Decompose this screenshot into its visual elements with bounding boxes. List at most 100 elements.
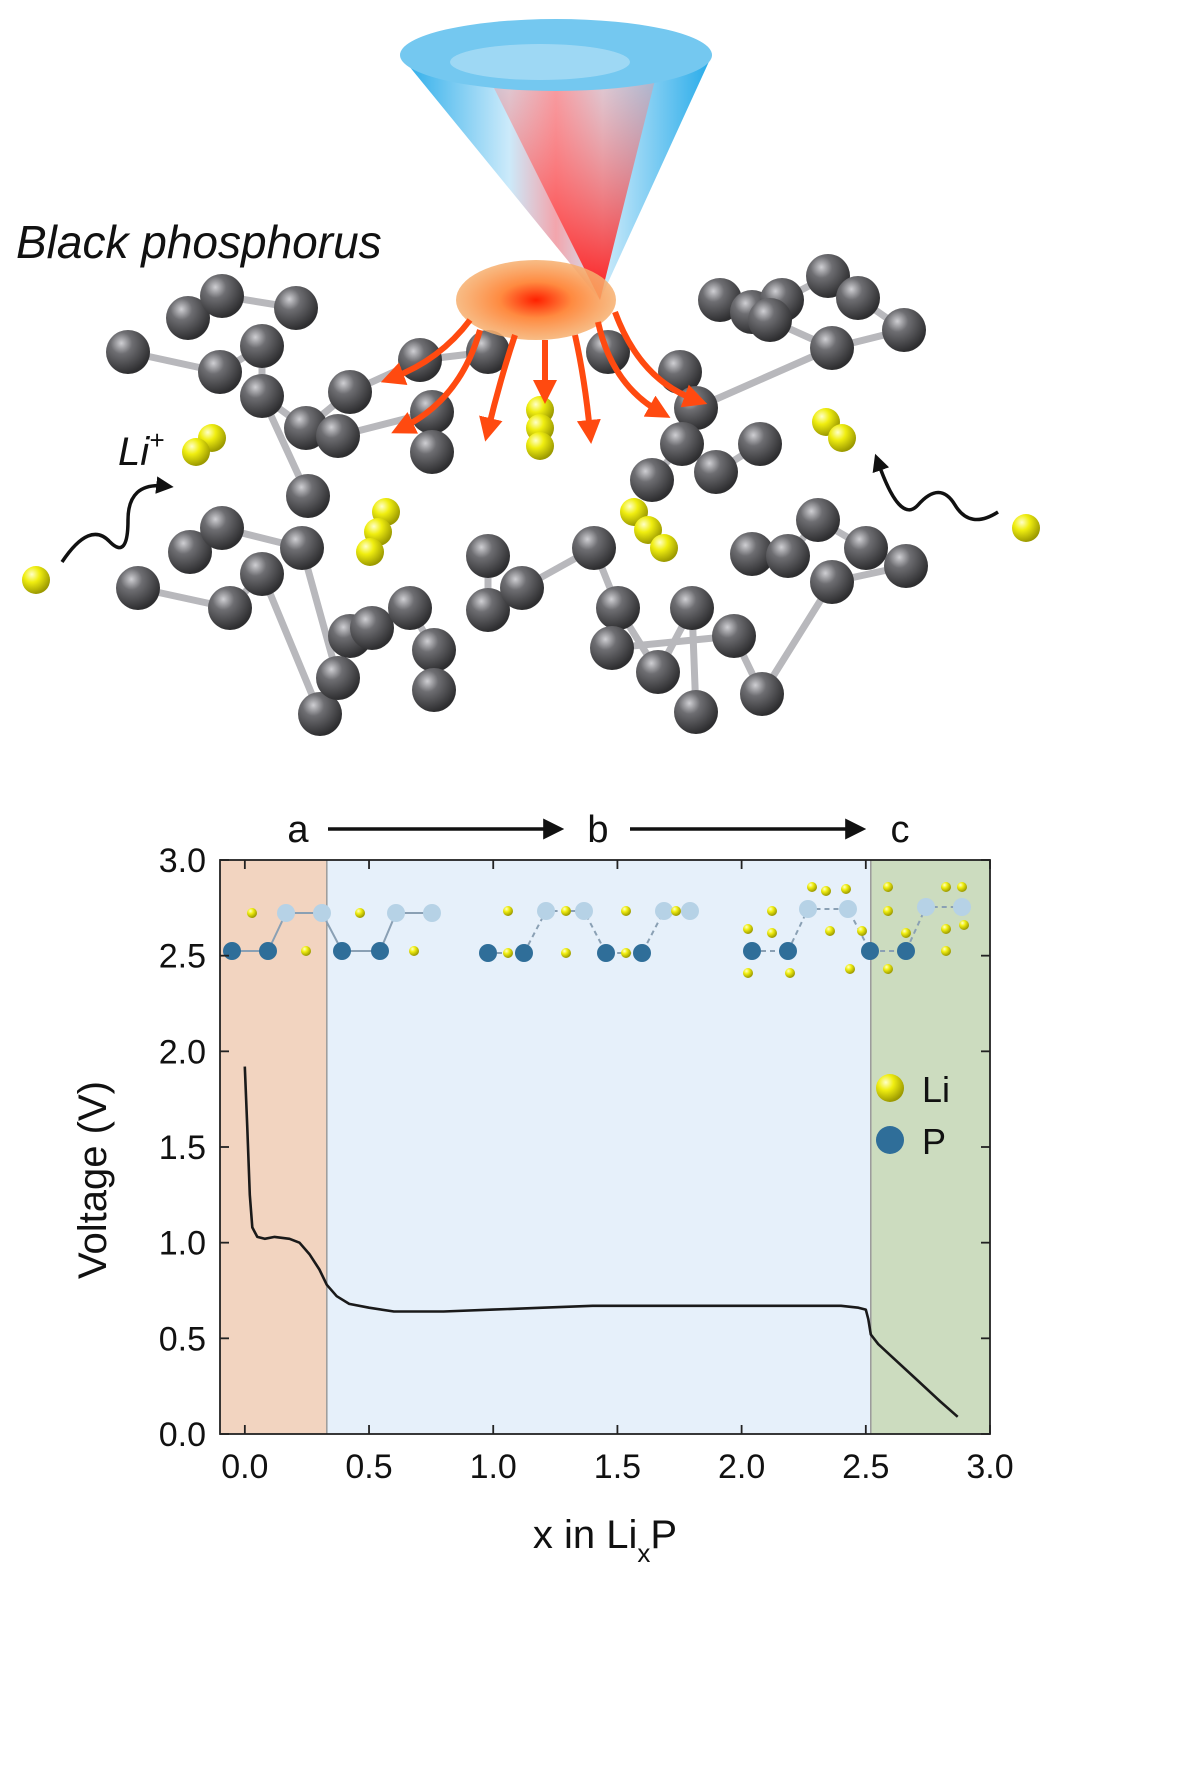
phosphorus-atom	[168, 530, 212, 574]
phosphorus-atom	[694, 450, 738, 494]
lithium-atom	[650, 534, 678, 562]
phosphorus-atom	[596, 586, 640, 630]
phosphorus-atom	[274, 286, 318, 330]
phosphorus-atom	[208, 586, 252, 630]
lithium-atom	[634, 516, 662, 544]
structure-atom	[883, 964, 893, 974]
phosphorus-atom	[316, 414, 360, 458]
pp-bond	[692, 344, 836, 412]
phosphorus-atom	[298, 692, 342, 736]
structure-atom	[959, 920, 969, 930]
pp-bond	[258, 570, 324, 718]
phosphorus-atoms	[106, 254, 928, 736]
legend-p-marker	[876, 1126, 904, 1154]
structure-atom	[561, 948, 571, 958]
phosphorus-atom	[712, 614, 756, 658]
li-diffusion-path-right	[872, 453, 999, 522]
structure-atom	[277, 904, 295, 922]
lithium-atom	[526, 432, 554, 460]
structure-atom	[941, 946, 951, 956]
structure-atom	[503, 948, 513, 958]
phosphorus-atom	[796, 498, 840, 542]
y-tick-label: 2.5	[159, 938, 206, 976]
structure-bond	[488, 910, 690, 954]
structure-atom	[503, 906, 513, 916]
structure-atom	[779, 942, 797, 960]
phosphorus-atom	[844, 526, 888, 570]
phosphorus-atom	[738, 422, 782, 466]
structure-atom	[743, 968, 753, 978]
chart-series	[243, 1066, 959, 1418]
pp-bond	[758, 578, 836, 698]
structure-atom	[537, 902, 555, 920]
structure-atom	[917, 898, 935, 916]
y-axis-title: Voltage (V)	[71, 1081, 115, 1279]
phosphorus-atom	[198, 350, 242, 394]
phosphorus-atom	[166, 296, 210, 340]
phosphorus-atom	[630, 458, 674, 502]
structure-atom	[941, 924, 951, 934]
phosphorus-atom	[660, 422, 704, 466]
structure-bond	[752, 906, 962, 952]
phosphorus-atom	[572, 526, 616, 570]
phosphorus-atom	[240, 374, 284, 418]
structure-atom	[743, 924, 753, 934]
phosphorus-atom	[240, 324, 284, 368]
structure-atom	[575, 902, 593, 920]
phosphorus-atom	[106, 330, 150, 374]
structure-atom	[799, 900, 817, 918]
phosphorus-atom	[740, 672, 784, 716]
structure-atom	[953, 898, 971, 916]
structure-atom	[633, 944, 651, 962]
heat-spot	[456, 260, 616, 340]
phosphorus-atom	[836, 276, 880, 320]
chart-region	[220, 860, 327, 1434]
structure-atom	[223, 942, 241, 960]
phosphorus-atom	[766, 534, 810, 578]
chart-regions	[220, 860, 990, 1434]
structure-atom	[313, 904, 331, 922]
structure-atom	[561, 906, 571, 916]
structure-atom	[621, 906, 631, 916]
voltage-series-line	[243, 1066, 959, 1418]
structure-atom	[839, 900, 857, 918]
structure-atom	[857, 926, 867, 936]
phosphorus-atom	[500, 566, 544, 610]
phosphorus-atom	[328, 370, 372, 414]
structure-atom	[883, 906, 893, 916]
x-tick-label: 1.0	[470, 1448, 517, 1486]
structure-atom	[861, 942, 879, 960]
phosphorus-atom	[810, 326, 854, 370]
legend-p-label: P	[922, 1121, 946, 1162]
legend-li-marker	[876, 1074, 904, 1102]
legend-li-label: Li	[922, 1069, 950, 1110]
structure-atom	[259, 942, 277, 960]
x-tick-label: 1.5	[594, 1448, 641, 1486]
phosphorus-atom	[884, 544, 928, 588]
y-tick-label: 0.5	[159, 1320, 206, 1358]
structure-atom	[897, 942, 915, 960]
x-tick-label: 2.5	[842, 1448, 889, 1486]
laser-cone	[400, 19, 712, 300]
structure-atom	[333, 942, 351, 960]
y-tick-label: 2.0	[159, 1033, 206, 1071]
x-axis-title: x in LixP	[533, 1513, 677, 1568]
phosphorus-atom	[412, 628, 456, 672]
lithium-atom	[356, 538, 384, 566]
structure-atom	[597, 944, 615, 962]
structure-atom	[621, 948, 631, 958]
structure-atom	[409, 946, 419, 956]
lithium-atom	[828, 424, 856, 452]
li-ion-label: Li+	[118, 425, 164, 474]
lithium-atom	[182, 438, 210, 466]
lithium-atom	[1012, 514, 1040, 542]
phosphorus-atom	[670, 586, 714, 630]
y-tick-label: 1.5	[159, 1129, 206, 1167]
chart-region	[326, 860, 871, 1434]
y-tick-label: 0.0	[159, 1416, 206, 1454]
structure-atom	[655, 902, 673, 920]
structure-atom	[671, 906, 681, 916]
structure-atom	[901, 928, 911, 938]
pp-bond	[298, 544, 342, 682]
structure-atom	[743, 942, 761, 960]
